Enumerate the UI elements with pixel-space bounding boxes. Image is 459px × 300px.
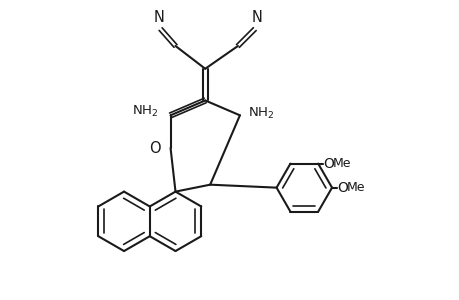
Text: O: O	[322, 157, 333, 171]
Text: NH$_2$: NH$_2$	[247, 106, 274, 121]
Text: O: O	[149, 140, 160, 155]
Text: O: O	[336, 181, 347, 195]
Text: Me: Me	[346, 181, 364, 194]
Text: NH$_2$: NH$_2$	[132, 104, 158, 119]
Text: N: N	[251, 10, 262, 25]
Text: Me: Me	[332, 157, 351, 170]
Text: N: N	[153, 10, 164, 25]
